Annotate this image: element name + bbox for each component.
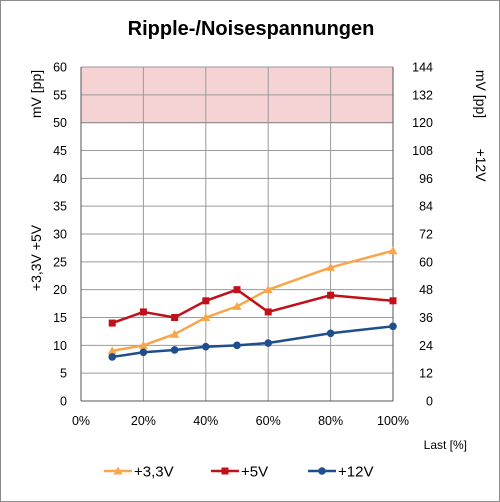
data-point-12v <box>170 346 179 354</box>
data-point-12v <box>326 329 335 338</box>
data-point-3-3v <box>107 346 117 355</box>
data-point-5v <box>264 308 272 316</box>
legend-item-12v: +12V <box>308 464 373 481</box>
data-point-5v <box>389 297 397 305</box>
legend-label: +5V <box>241 464 268 481</box>
y-tick-label-right: 0 <box>426 395 433 409</box>
series-12v <box>108 322 397 361</box>
data-point-5v <box>202 297 210 305</box>
data-point-3-3v <box>232 301 242 310</box>
data-point-12v <box>389 322 397 331</box>
y-tick-label-left: 20 <box>53 283 67 297</box>
x-tick-label: 80% <box>318 414 343 428</box>
y-tick-label-left: 10 <box>53 339 67 353</box>
x-axis-label: Last [%] <box>424 438 467 452</box>
y-tick-label-right: 12 <box>419 367 433 381</box>
y-tick-label-right: 36 <box>419 311 433 325</box>
y-tick-label-right: 108 <box>412 144 433 158</box>
legend-swatch-marker <box>221 467 229 475</box>
data-point-3-3v <box>138 340 148 349</box>
data-point-3-3v <box>388 246 398 255</box>
y-tick-label-right: 144 <box>412 61 433 75</box>
y-tick-label-left: 45 <box>53 144 67 158</box>
data-point-12v <box>202 342 210 351</box>
y-tick-label-right: 60 <box>419 255 433 269</box>
x-tick-label: 60% <box>256 414 281 428</box>
series-line-5v <box>111 288 394 325</box>
legend-label: +12V <box>338 464 373 481</box>
data-point-12v <box>139 348 148 357</box>
y-axis-right-label: +12V <box>473 148 489 182</box>
y-tick-label-left: 60 <box>53 61 67 75</box>
y-tick-label-left: 50 <box>53 116 67 130</box>
data-point-3-3v <box>201 313 211 321</box>
y-tick-label-right: 96 <box>419 172 433 186</box>
data-point-5v <box>139 308 147 316</box>
legend-label: +3,3V <box>134 464 174 481</box>
y-tick-label-right: 132 <box>412 88 433 102</box>
data-point-12v <box>233 341 241 350</box>
data-point-5v <box>233 286 241 294</box>
y-tick-label-left: 55 <box>53 88 67 102</box>
x-tick-label: 0% <box>72 414 90 428</box>
y-tick-label-left: 30 <box>53 228 67 242</box>
y-tick-label-left: 25 <box>53 255 67 269</box>
series-5v <box>108 286 397 327</box>
y-tick-label-left: 15 <box>53 311 67 325</box>
data-point-12v <box>108 353 116 361</box>
y-tick-label-right: 120 <box>412 116 433 130</box>
legend: +3,3V +5V +12V <box>104 464 373 481</box>
data-point-5v <box>108 319 116 327</box>
data-point-3-3v <box>326 262 336 271</box>
y-tick-label-right: 72 <box>419 228 433 242</box>
y-tick-label-left: 35 <box>53 200 67 214</box>
series-line-3-3v <box>111 249 394 353</box>
x-tick-label: 20% <box>131 414 156 428</box>
legend-swatch-marker <box>113 466 123 475</box>
legend-swatch-marker <box>318 467 326 475</box>
y-tick-label-left: 5 <box>60 367 67 381</box>
chart-title: Ripple-/Noisespannungen <box>128 18 375 40</box>
x-tick-label: 100% <box>377 414 409 428</box>
legend-item-3-3v: +3,3V <box>104 464 174 481</box>
data-point-5v <box>171 314 179 321</box>
data-point-3-3v <box>170 329 180 338</box>
data-point-5v <box>327 291 335 299</box>
series-line-12v <box>112 325 394 359</box>
data-point-3-3v <box>263 285 273 294</box>
y-axis-left-label: +3,3V +5V <box>28 224 44 291</box>
y-axis-left-unit: mV [pp] <box>28 70 44 118</box>
y-tick-label-left: 0 <box>60 395 67 409</box>
y-tick-label-left: 40 <box>53 172 67 186</box>
y-tick-label-right: 24 <box>419 339 433 353</box>
y-tick-label-right: 48 <box>419 283 433 297</box>
y-axis-right-unit: mV [pp] <box>473 70 489 118</box>
data-point-12v <box>264 339 273 347</box>
y-tick-label-right: 84 <box>419 200 433 214</box>
legend-item-5v: +5V <box>211 464 268 481</box>
series-3-3v <box>107 246 398 355</box>
x-tick-label: 40% <box>193 414 218 428</box>
